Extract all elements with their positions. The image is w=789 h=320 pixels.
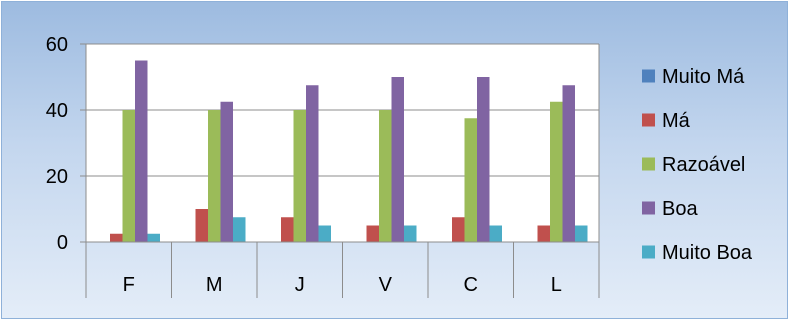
y-tick-label-60: 60 (46, 34, 68, 56)
bar-v-razoável (379, 110, 392, 242)
legend-swatch-boa (642, 201, 655, 215)
legend-swatch-muito-boa (642, 245, 655, 259)
legend-swatch-razoável (642, 157, 655, 171)
bar-v-muito-boa (404, 225, 417, 242)
legend-swatch-má (642, 113, 655, 127)
y-tick-label-0: 0 (57, 232, 68, 254)
bar-c-razoável (464, 118, 477, 242)
axes (80, 43, 600, 298)
bar-v-boa (391, 77, 404, 242)
bar-m-má (195, 209, 208, 242)
bar-v-má (366, 225, 379, 242)
legend-swatch-muito-má (642, 69, 655, 83)
bar-m-boa (220, 101, 233, 242)
bar-j-razoável (293, 110, 306, 242)
legend: Muito Má Má Razoável Boa Muito Boa (642, 66, 753, 264)
bar-m-razoável (208, 110, 221, 242)
legend-label-muito-boa: Muito Boa (662, 242, 753, 264)
bar-l-muito-boa (575, 225, 588, 242)
x-category-label-l: L (551, 274, 562, 296)
plot-area (86, 44, 599, 242)
bar-l-boa (562, 85, 575, 242)
y-tick-label-40: 40 (46, 100, 68, 122)
bar-m-muito-boa (233, 217, 246, 242)
bar-c-boa (477, 77, 490, 242)
x-category-label-c: C (464, 274, 478, 296)
legend-label-má: Má (662, 110, 691, 132)
bar-l-razoável (550, 101, 563, 242)
bar-f-boa (135, 60, 148, 242)
bar-j-má (281, 217, 294, 242)
gridlines (86, 43, 599, 177)
bar-f-muito-boa (147, 233, 160, 242)
legend-label-boa: Boa (662, 198, 698, 220)
bar-l-má (537, 225, 550, 242)
x-category-label-m: M (206, 274, 223, 296)
bar-c-má (452, 217, 465, 242)
legend-label-razoável: Razoável (662, 154, 745, 176)
legend-label-muito-má: Muito Má (662, 66, 745, 88)
bar-j-boa (306, 85, 319, 242)
x-category-label-f: F (123, 274, 135, 296)
y-axis-tick-labels: 0 20 40 60 (46, 34, 68, 254)
bar-f-razoável (122, 110, 135, 242)
y-tick-label-20: 20 (46, 166, 68, 188)
bar-j-muito-boa (318, 225, 331, 242)
x-category-label-j: J (295, 274, 305, 296)
x-category-label-v: V (379, 274, 393, 296)
bar-f-má (110, 233, 123, 242)
bars (110, 60, 588, 242)
bar-c-muito-boa (489, 225, 502, 242)
